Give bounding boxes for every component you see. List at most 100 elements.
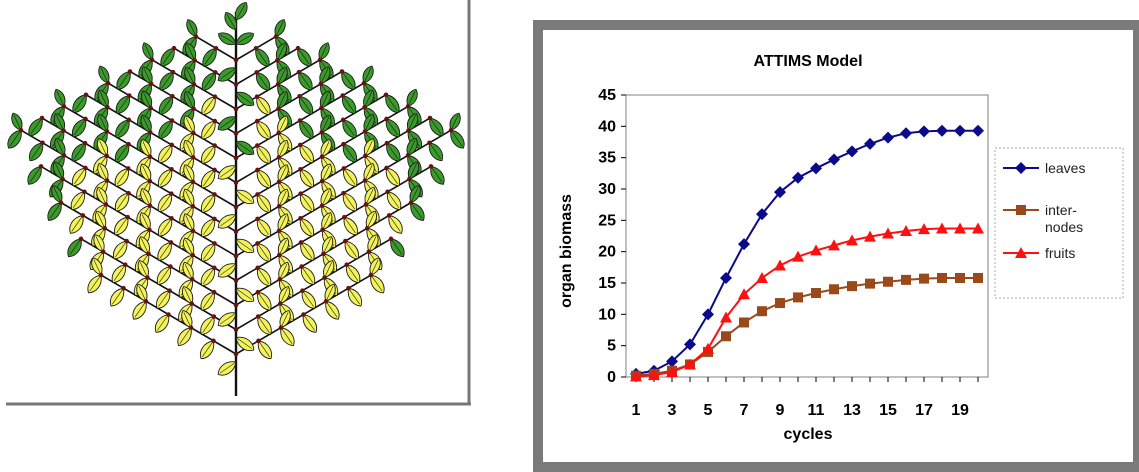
leaf (201, 71, 217, 91)
leaf (158, 144, 173, 164)
leaf (115, 95, 131, 114)
node (346, 285, 351, 291)
node (255, 167, 260, 173)
leaf (320, 163, 332, 182)
node (300, 288, 305, 293)
node (298, 215, 303, 221)
leaf (298, 71, 313, 91)
node (58, 200, 64, 205)
node (427, 115, 433, 121)
leaf (277, 115, 289, 134)
leaf (274, 19, 286, 38)
leaf (277, 139, 289, 159)
node (253, 46, 259, 51)
node (277, 252, 282, 258)
node (362, 129, 368, 134)
leaf (183, 213, 195, 232)
data-point (684, 358, 696, 370)
leaf (183, 164, 195, 183)
leaf (319, 90, 332, 109)
leaf (202, 47, 217, 67)
legend-box (994, 147, 1124, 299)
leaf (160, 47, 175, 67)
node (212, 94, 218, 100)
leaf (72, 167, 87, 187)
data-point (792, 250, 804, 262)
leaf (276, 91, 289, 110)
node (213, 70, 218, 75)
data-point (648, 369, 660, 381)
leaf (70, 191, 86, 211)
y-tick-label: 40 (598, 118, 616, 135)
leaf (255, 71, 271, 91)
data-point (702, 342, 714, 354)
leaf (111, 264, 127, 284)
leaf (67, 238, 82, 258)
legend-label: fruits (1045, 245, 1075, 261)
node (317, 57, 323, 63)
node (277, 277, 283, 282)
leaf (183, 115, 195, 134)
leaf (343, 216, 358, 236)
leaf (182, 286, 194, 305)
node (39, 115, 45, 121)
leaf (97, 89, 109, 108)
data-point (954, 222, 966, 234)
node (127, 93, 132, 98)
leaf (217, 214, 237, 229)
node (405, 153, 411, 158)
leaf (69, 214, 84, 234)
node (121, 285, 126, 291)
data-point (936, 124, 948, 137)
x-tick-label: 15 (879, 402, 897, 419)
leaf (155, 313, 170, 333)
node (319, 203, 325, 208)
node (126, 190, 131, 196)
leaf (142, 42, 154, 61)
leaf (369, 257, 381, 276)
node (233, 82, 239, 87)
data-point (1015, 162, 1027, 174)
node (406, 128, 411, 133)
data-point (684, 338, 696, 351)
node (212, 143, 217, 148)
leaf (299, 168, 314, 188)
node (233, 131, 239, 136)
node (384, 116, 389, 122)
leaf (386, 191, 402, 211)
node (103, 202, 109, 207)
leaf (277, 188, 289, 207)
leaf (385, 94, 400, 114)
node (319, 178, 325, 184)
node (301, 312, 306, 317)
node (169, 118, 175, 123)
data-point (810, 244, 822, 256)
y-tick-label: 15 (598, 275, 616, 292)
leaf (406, 88, 418, 107)
node (233, 155, 239, 161)
node (276, 155, 282, 160)
data-point (775, 298, 785, 309)
node (297, 93, 302, 99)
leaf (156, 290, 171, 309)
leaf (201, 144, 216, 164)
x-tick-label: 9 (776, 402, 785, 419)
node (323, 299, 329, 304)
leaf (201, 120, 216, 140)
leaf (406, 137, 418, 156)
data-point (720, 271, 732, 284)
node (169, 142, 175, 148)
leaf (27, 165, 42, 185)
leaf (158, 168, 173, 188)
leaf (341, 95, 357, 114)
node (192, 58, 197, 63)
node (319, 105, 324, 111)
leaves (7, 1, 465, 376)
leaf (320, 114, 332, 133)
y-axis-title: organ biomass (558, 194, 575, 308)
leaf (450, 129, 465, 149)
data-point (828, 153, 840, 166)
node (83, 92, 89, 98)
leaf (217, 263, 237, 278)
node (255, 143, 260, 148)
